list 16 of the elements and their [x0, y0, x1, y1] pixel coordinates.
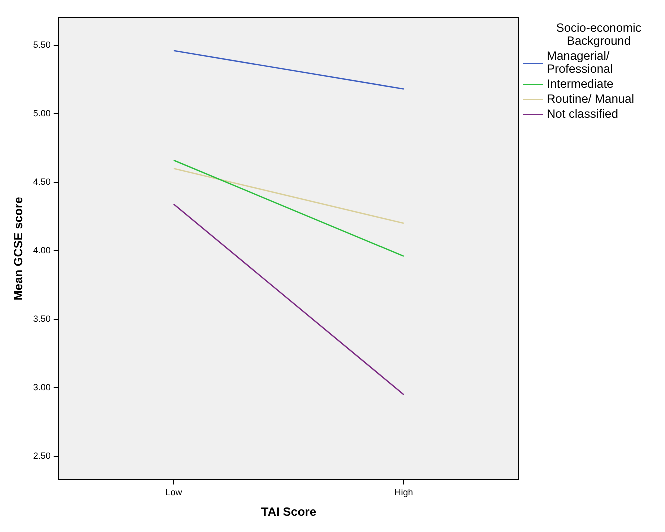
- legend-label: Intermediate: [547, 77, 614, 91]
- y-tick-label: 3.50: [33, 314, 51, 324]
- x-tick-label: Low: [166, 488, 183, 498]
- legend-label: Routine/ Manual: [547, 92, 634, 106]
- y-tick-label: 4.00: [33, 245, 51, 256]
- y-tick-label: 4.50: [33, 176, 51, 187]
- legend-label: Managerial/ Professional: [547, 49, 614, 76]
- y-tick-label: 5.00: [33, 108, 51, 118]
- legend-label: Not classified: [547, 107, 618, 121]
- legend-title: Socio-economic Background: [555, 21, 643, 48]
- y-axis-title: Mean GCSE score: [12, 196, 26, 301]
- y-tick-label: 5.50: [33, 40, 51, 50]
- y-tick-label: 3.00: [33, 382, 51, 392]
- x-tick-label: High: [394, 488, 414, 498]
- y-tick-label: 2.50: [33, 450, 51, 461]
- x-axis-title: TAI Score: [261, 505, 317, 520]
